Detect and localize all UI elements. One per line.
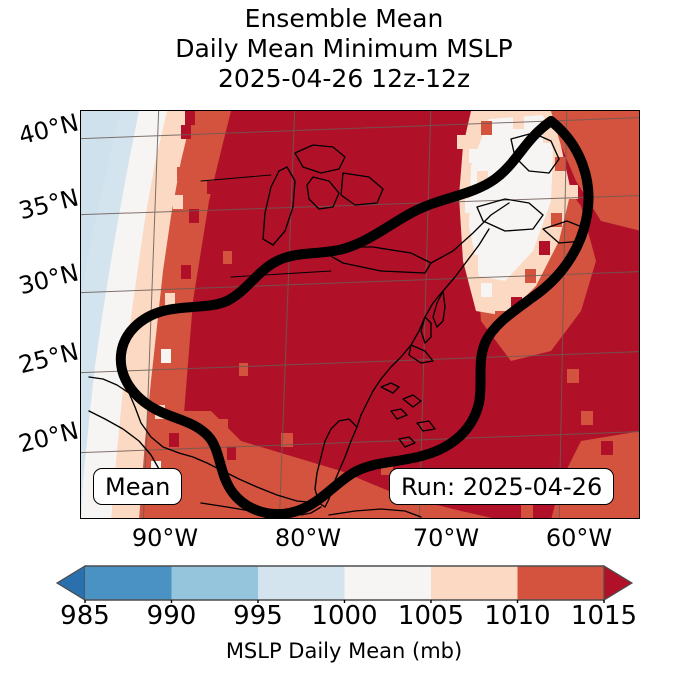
colorbar-tick-985: 985 <box>60 601 110 631</box>
colorbar-tick-1010: 1010 <box>484 601 551 631</box>
map-gridlines <box>81 111 639 518</box>
colorbar-tick-990: 990 <box>146 601 197 631</box>
lat-label-40n: 40°N <box>15 108 82 151</box>
mslp-1015-contour <box>115 116 594 518</box>
lat-label-30n: 30°N <box>15 258 82 301</box>
title-line-2: Daily Mean Minimum MSLP <box>175 34 513 63</box>
colorbar-swatches <box>55 564 634 603</box>
title-line-3: 2025-04-26 12z-12z <box>217 64 471 93</box>
mslp-filled-contour-map <box>81 111 639 518</box>
run-annotation-box: Run: 2025-04-26 <box>389 468 615 505</box>
mean-annotation-label: Mean <box>105 472 171 501</box>
coastlines <box>88 132 588 518</box>
lon-label-60w: 60°W <box>545 524 613 552</box>
lat-label-20n: 20°N <box>15 416 82 459</box>
title-line-1: Ensemble Mean <box>244 4 444 33</box>
lat-label-35n: 35°N <box>15 183 82 226</box>
lon-label-90w: 90°W <box>131 524 199 552</box>
lon-label-80w: 80°W <box>274 524 342 552</box>
colorbar-axis-label: MSLP Daily Mean (mb) <box>225 639 463 663</box>
mslp-map-panel[interactable] <box>80 110 640 519</box>
mean-annotation-box: Mean <box>93 468 183 505</box>
colorbar[interactable] <box>0 563 688 603</box>
page-title: Ensemble Mean Daily Mean Minimum MSLP 20… <box>0 4 688 94</box>
colorbar-tick-1015: 1015 <box>570 601 638 631</box>
colorbar-tick-1005: 1005 <box>397 601 465 631</box>
lon-label-70w: 70°W <box>412 524 480 552</box>
lat-label-25n: 25°N <box>15 337 82 380</box>
run-annotation-label: Run: 2025-04-26 <box>401 472 603 501</box>
colorbar-tick-1000: 1000 <box>311 601 378 631</box>
colorbar-tick-995: 995 <box>233 601 283 631</box>
